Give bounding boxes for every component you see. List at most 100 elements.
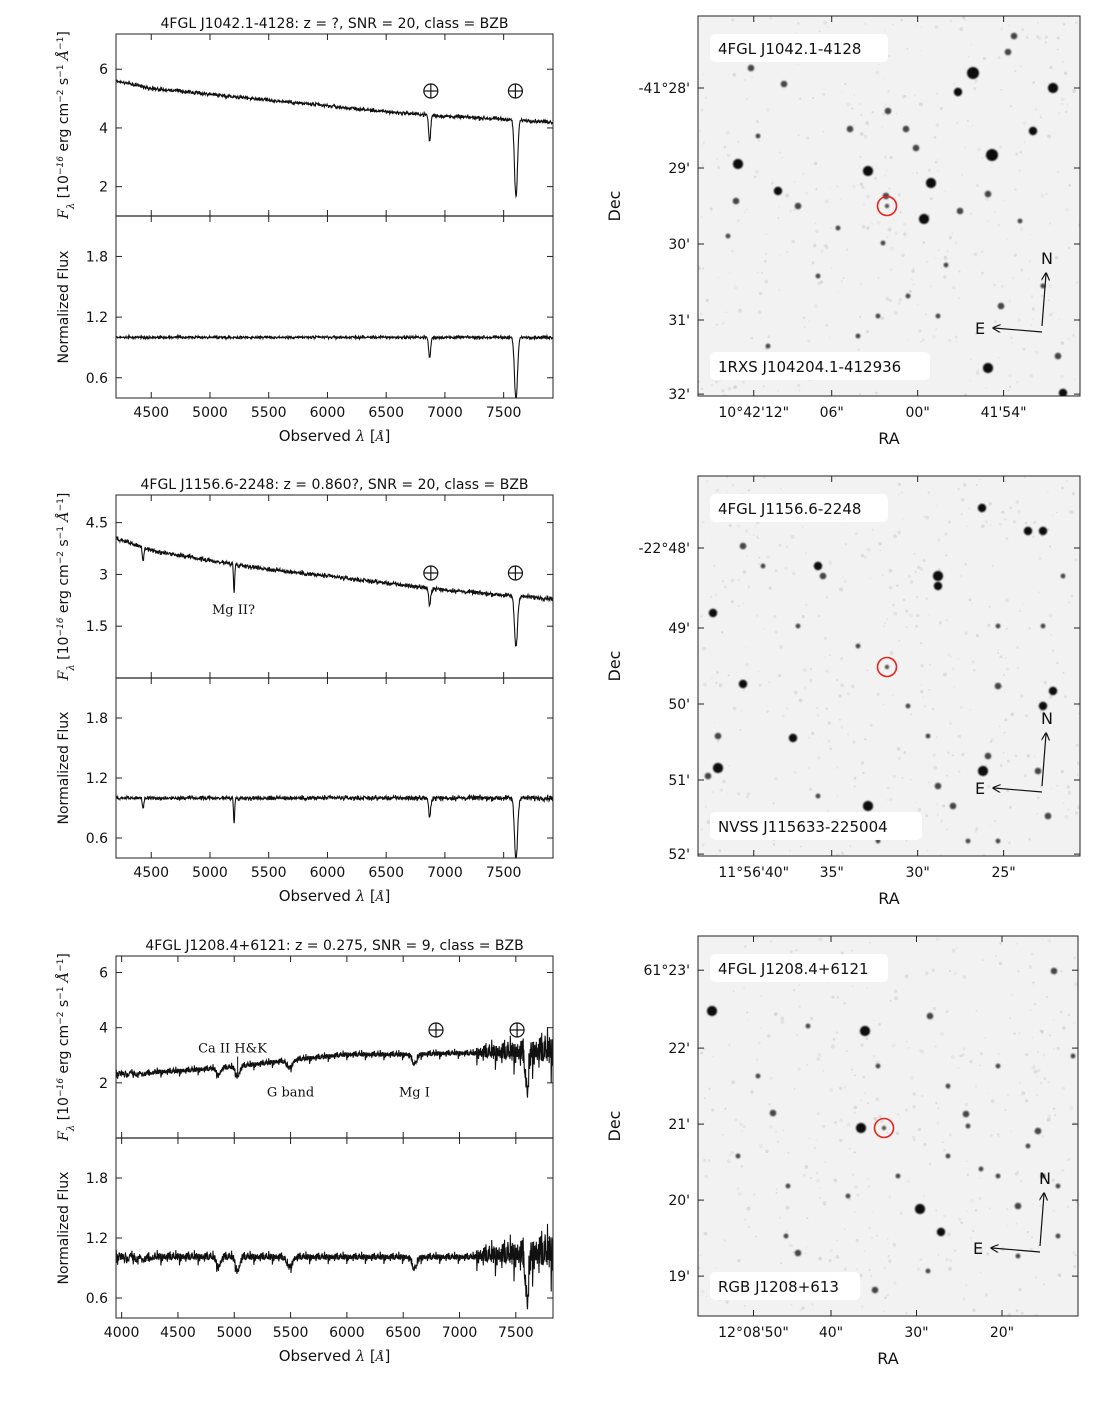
x-tick-label: 6500 bbox=[385, 1325, 421, 1341]
sky-grain bbox=[1016, 1171, 1019, 1175]
sky-grain bbox=[755, 614, 759, 617]
sky-grain bbox=[773, 1012, 778, 1016]
sky-grain bbox=[758, 139, 761, 142]
sky-grain bbox=[759, 1146, 762, 1149]
counterpart-name-label: NVSS J115633-225004 bbox=[718, 818, 888, 836]
sky-grain bbox=[763, 627, 766, 630]
sky-grain bbox=[1029, 1009, 1032, 1012]
sky-grain bbox=[906, 47, 909, 50]
sky-grain bbox=[866, 669, 869, 672]
sky-grain bbox=[860, 553, 865, 558]
sky-grain bbox=[989, 740, 993, 743]
sky-grain bbox=[791, 239, 795, 244]
sky-grain bbox=[815, 1171, 819, 1175]
sky-grain bbox=[727, 387, 731, 391]
sky-grain bbox=[818, 30, 821, 33]
sky-grain bbox=[901, 517, 904, 520]
sky-grain bbox=[922, 515, 925, 518]
sky-grain bbox=[725, 130, 730, 135]
sky-grain bbox=[871, 111, 874, 114]
sky-grain bbox=[1032, 81, 1036, 84]
sky-grain bbox=[972, 1229, 975, 1233]
sky-grain bbox=[901, 253, 905, 257]
sky-grain bbox=[925, 597, 929, 601]
star bbox=[712, 762, 724, 774]
sky-grain bbox=[866, 226, 870, 230]
sky-grain bbox=[1014, 188, 1017, 191]
sky-grain bbox=[947, 1232, 951, 1237]
sky-grain bbox=[1046, 528, 1050, 531]
star bbox=[986, 149, 998, 161]
sky-grain bbox=[870, 1236, 874, 1239]
target-marker-circle bbox=[876, 656, 898, 678]
sky-grain bbox=[734, 286, 738, 290]
sky-grain bbox=[730, 600, 734, 604]
star bbox=[918, 213, 930, 225]
sky-grain bbox=[1039, 1204, 1043, 1208]
sky-grain bbox=[968, 507, 971, 510]
star bbox=[732, 158, 744, 170]
sky-grain bbox=[744, 945, 747, 948]
sky-grain bbox=[701, 164, 705, 167]
sky-grain bbox=[1060, 969, 1063, 973]
sky-grain bbox=[1057, 1273, 1062, 1277]
telluric-symbol bbox=[428, 1022, 444, 1038]
sky-grain bbox=[864, 1091, 866, 1094]
sky-grain bbox=[895, 1131, 900, 1136]
star bbox=[943, 262, 949, 268]
sky-grain bbox=[737, 140, 740, 144]
sky-grain bbox=[1054, 255, 1059, 260]
sky-grain bbox=[760, 1027, 762, 1030]
sky-grain bbox=[1064, 815, 1068, 819]
sky-grain bbox=[1034, 1313, 1039, 1316]
sky-grain bbox=[884, 29, 887, 32]
sky-grain bbox=[1029, 233, 1032, 236]
sky-grain bbox=[853, 1105, 858, 1110]
star bbox=[1034, 1127, 1042, 1135]
y-axis-label-normalized: Normalized Flux bbox=[56, 251, 72, 364]
sky-grain bbox=[866, 987, 869, 989]
sky-grain bbox=[703, 1119, 705, 1121]
sky-grain bbox=[891, 1043, 896, 1048]
sky-grain bbox=[990, 737, 995, 742]
sky-grain bbox=[840, 91, 843, 93]
sky-grain bbox=[893, 989, 898, 993]
star bbox=[905, 703, 911, 709]
axes-frame bbox=[115, 494, 554, 859]
sky-grain bbox=[915, 802, 917, 804]
sky-grain bbox=[953, 1249, 957, 1252]
sky-grain bbox=[837, 853, 840, 856]
sky-grain bbox=[969, 1237, 972, 1239]
sky-grain bbox=[888, 187, 891, 190]
y-tick-label-top: 6 bbox=[99, 62, 108, 78]
star bbox=[995, 1173, 1001, 1179]
sky-grain bbox=[840, 657, 844, 661]
sky-grain bbox=[966, 525, 968, 527]
sky-grain bbox=[969, 212, 973, 215]
sky-grain bbox=[744, 1218, 747, 1221]
sky-grain bbox=[835, 1255, 840, 1259]
sky-grain bbox=[903, 751, 907, 755]
dec-tick-label: 22' bbox=[668, 1041, 690, 1057]
sky-grain bbox=[894, 996, 899, 1001]
sky-grain bbox=[812, 97, 815, 100]
sky-grain bbox=[975, 184, 979, 187]
y-axis-label-normalized: Normalized Flux bbox=[56, 712, 72, 825]
sky-grain bbox=[1050, 787, 1052, 790]
sky-grain bbox=[752, 533, 755, 536]
sky-grain bbox=[945, 1258, 949, 1262]
sky-grain bbox=[769, 1124, 773, 1129]
sky-grain bbox=[957, 487, 960, 491]
sky-grain bbox=[1074, 1254, 1077, 1257]
sky-grain bbox=[966, 1160, 968, 1163]
dec-tick-label: -41°28' bbox=[638, 81, 690, 97]
sky-grain bbox=[877, 277, 880, 280]
sky-grain bbox=[957, 658, 959, 660]
sky-grain bbox=[825, 245, 829, 249]
sky-grain bbox=[896, 584, 899, 587]
sky-grain bbox=[1069, 510, 1073, 515]
y-axis-label-flux: Fλ [10−16 erg cm−2 s−1 Å−1] bbox=[54, 493, 77, 682]
sky-grain bbox=[1067, 808, 1070, 811]
star bbox=[1004, 48, 1012, 56]
sky-grain bbox=[1012, 520, 1017, 524]
